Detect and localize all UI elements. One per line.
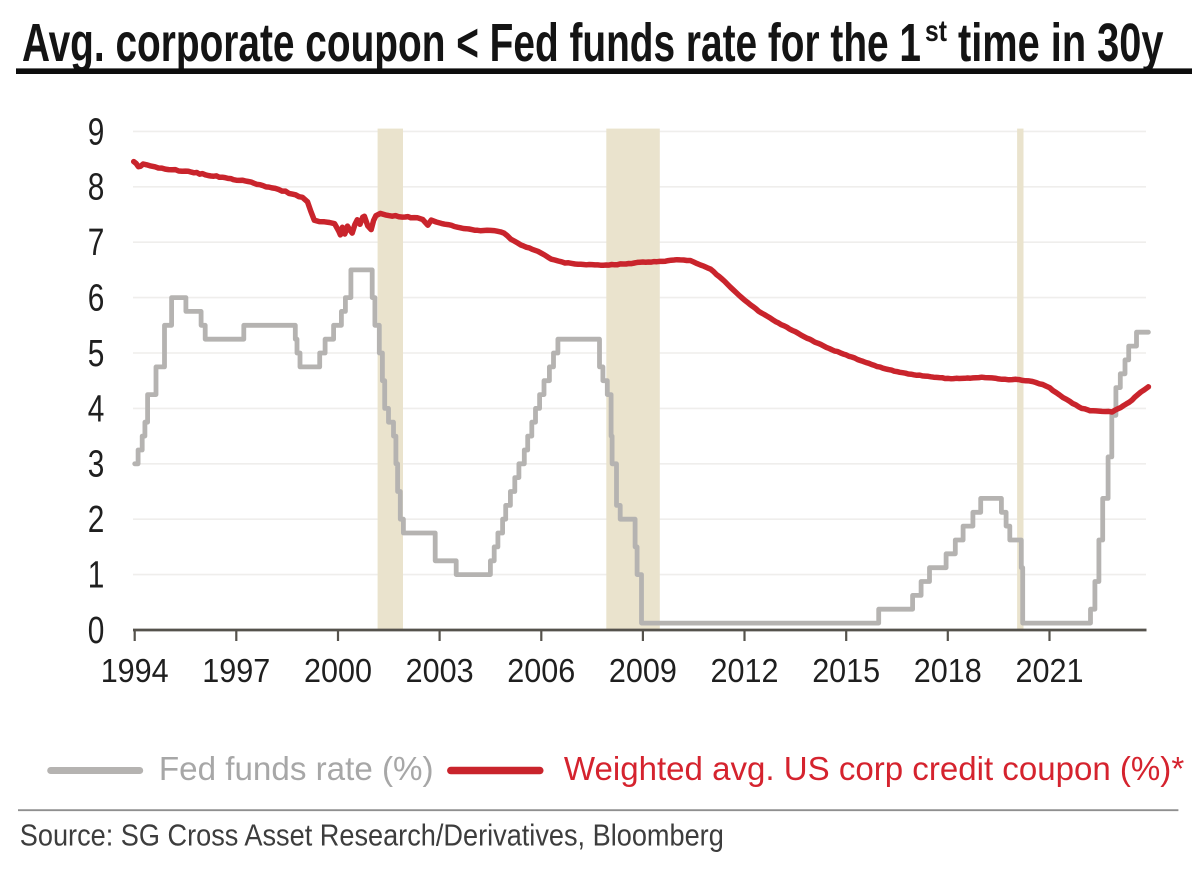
svg-text:2015: 2015	[812, 653, 880, 690]
svg-text:Weighted avg. US corp credit c: Weighted avg. US corp credit coupon (%)*	[564, 750, 1184, 787]
svg-text:Source: SG Cross Asset Researc: Source: SG Cross Asset Research/Derivati…	[20, 818, 724, 852]
svg-text:2003: 2003	[406, 653, 474, 690]
svg-text:1: 1	[88, 554, 105, 597]
svg-text:3: 3	[88, 443, 105, 486]
svg-text:8: 8	[88, 166, 105, 209]
svg-text:4: 4	[88, 387, 105, 430]
svg-text:Avg. corporate coupon < Fed fu: Avg. corporate coupon < Fed funds rate f…	[22, 13, 921, 73]
svg-text:2: 2	[88, 498, 105, 541]
svg-text:2006: 2006	[507, 653, 575, 690]
svg-text:Fed funds rate (%): Fed funds rate (%)	[159, 750, 434, 787]
svg-text:2021: 2021	[1016, 653, 1084, 690]
svg-text:0: 0	[88, 609, 105, 652]
svg-text:5: 5	[88, 332, 105, 375]
svg-text:2000: 2000	[304, 653, 372, 690]
svg-text:1997: 1997	[202, 653, 270, 690]
svg-text:9: 9	[88, 110, 105, 153]
svg-text:2009: 2009	[609, 653, 677, 690]
svg-text:time in 30y: time in 30y	[958, 13, 1164, 73]
svg-text:2012: 2012	[711, 653, 779, 690]
svg-text:st: st	[925, 15, 947, 48]
svg-text:1994: 1994	[101, 653, 169, 690]
svg-text:7: 7	[88, 221, 105, 264]
svg-text:2018: 2018	[914, 653, 982, 690]
svg-text:6: 6	[88, 277, 105, 320]
